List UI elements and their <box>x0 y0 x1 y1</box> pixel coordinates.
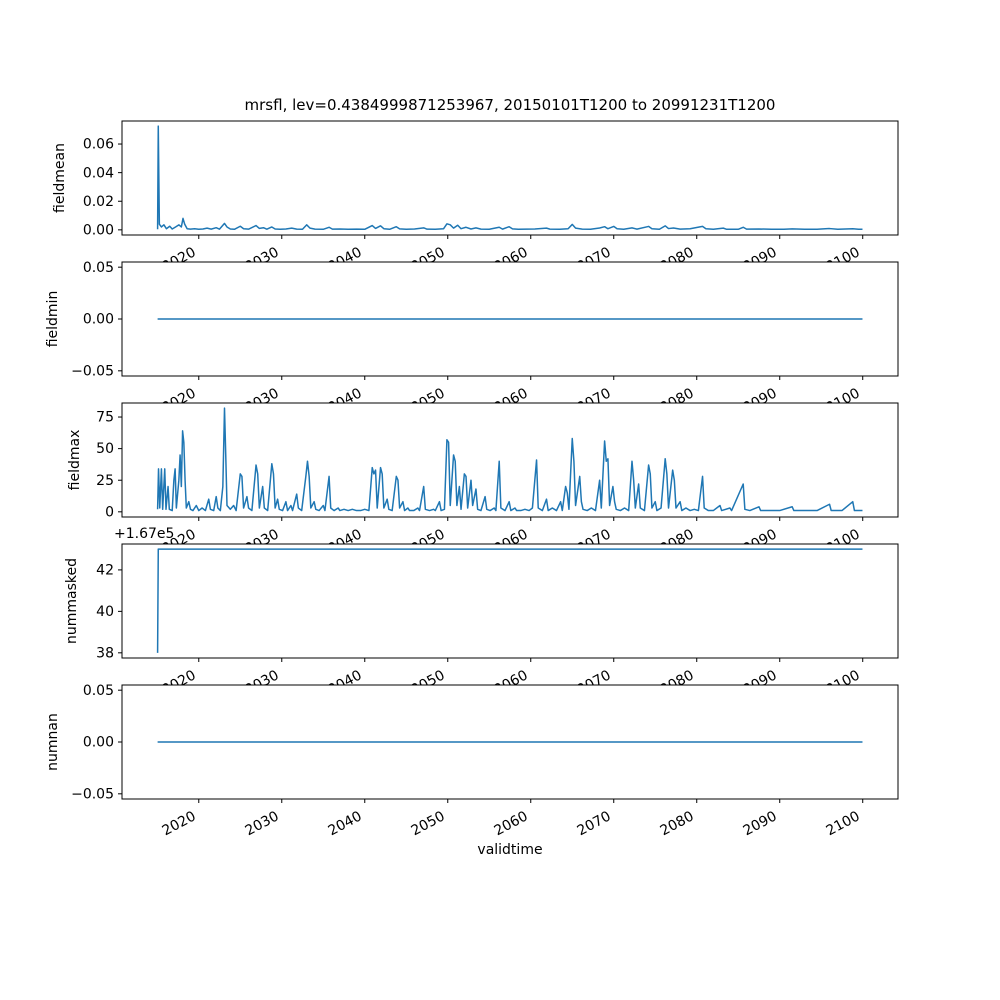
y-tick-label: 42 <box>96 563 114 579</box>
axes-frame <box>121 120 899 236</box>
x-tick-label: 2030 <box>243 808 282 839</box>
series-line-fieldmax <box>156 407 863 512</box>
y-tick-label: 0.00 <box>83 222 114 238</box>
x-tick-label: 2030 <box>243 667 282 698</box>
x-tick-label: 2080 <box>658 385 697 416</box>
axes-frame <box>121 543 899 659</box>
x-tick-label: 2090 <box>741 385 780 416</box>
x-tick-labels-clipped: 2020 2030 2040 2050 2060 2070 2080 2090 2100 <box>160 526 863 557</box>
y-tick-label: 0.02 <box>83 194 114 210</box>
y-tick-label: 0.05 <box>83 260 114 276</box>
x-tick-label: 2080 <box>658 667 697 698</box>
y-axis-label-numnan: numnan <box>45 713 61 771</box>
x-tick-labels-clipped: 2020 2030 2040 2050 2060 2070 2080 2090 2100 <box>160 244 863 275</box>
x-tick-label: 2060 <box>492 667 531 698</box>
x-tick-label: 2040 <box>326 667 365 698</box>
x-tick-label: 2070 <box>575 808 614 839</box>
x-tick-label: 2070 <box>575 385 614 416</box>
x-tick-label: 2050 <box>409 526 448 557</box>
x-tick-label: 2030 <box>243 385 282 416</box>
x-tick-label: 2060 <box>492 244 531 275</box>
x-tick-label: 2100 <box>824 385 863 416</box>
axes-frame <box>121 402 899 518</box>
x-tick-label: 2070 <box>575 526 614 557</box>
subplot-nummasked: 38 40 42 2020 2030 2040 2050 2060 2070 2080 2090 21… <box>64 526 899 698</box>
subplot-fieldmin: −0.05 0.00 0.05 2020 2030 2040 2050 2060 2070 208… <box>45 260 899 416</box>
axes-frame <box>121 684 899 800</box>
x-tick-labels-clipped: 2020 2030 2040 2050 2060 2070 2080 2090 2100 <box>160 385 863 416</box>
y-tick-label: 50 <box>96 441 114 457</box>
x-tick-label: 2100 <box>824 244 863 275</box>
x-tick-label: 2050 <box>409 808 448 839</box>
x-tick-label: 2050 <box>409 667 448 698</box>
x-tick-label: 2030 <box>243 244 282 275</box>
axes-frame <box>121 261 899 377</box>
x-tick-label: 2070 <box>575 244 614 275</box>
x-tick-label: 2020 <box>160 385 199 416</box>
chart-title: mrsfl, lev=0.4384999871253967, 20150101T… <box>244 96 776 114</box>
y-tick-label: −0.05 <box>71 786 114 802</box>
y-tick-label: 38 <box>96 645 114 661</box>
x-tick-label: 2080 <box>658 244 697 275</box>
y-axis-label-nummasked: nummasked <box>64 558 80 644</box>
y-axis-label-fieldmean: fieldmean <box>52 143 68 213</box>
x-tick-label: 2100 <box>824 667 863 698</box>
y-axis-label-fieldmin: fieldmin <box>45 291 61 348</box>
y-tick-label: 40 <box>96 604 114 620</box>
x-tick-label: 2040 <box>326 385 365 416</box>
x-tick-label: 2040 <box>326 244 365 275</box>
y-tick-label: −0.05 <box>71 363 114 379</box>
x-tick-label: 2040 <box>326 808 365 839</box>
y-tick-label: 0.06 <box>83 137 114 153</box>
subplot-fieldmean: 0.00 0.02 0.04 0.06 2020 2030 2040 2050 2060 2070… <box>52 120 899 275</box>
x-tick-labels: 2020 2030 2040 2050 2060 2070 2080 2090 2100 <box>160 808 863 839</box>
x-tick-label: 2080 <box>658 808 697 839</box>
x-tick-label: 2020 <box>160 667 199 698</box>
x-tick-label: 2030 <box>243 526 282 557</box>
x-axis-label: validtime <box>477 842 543 858</box>
y-tick-label: 75 <box>96 410 114 426</box>
y-tick-label: 0.04 <box>83 165 114 181</box>
y-tick-label: 0.05 <box>83 683 114 699</box>
series-line-nummasked <box>156 548 863 653</box>
y-tick-label: 25 <box>96 473 114 489</box>
x-tick-label: 2090 <box>741 526 780 557</box>
y-tick-label: 0.00 <box>83 735 114 751</box>
x-tick-label: 2060 <box>492 385 531 416</box>
x-tick-label: 2100 <box>824 526 863 557</box>
x-tick-label: 2090 <box>741 808 780 839</box>
x-tick-label: 2100 <box>824 808 863 839</box>
x-tick-label: 2050 <box>409 244 448 275</box>
x-tick-label: 2020 <box>160 244 199 275</box>
y-axis-offset-text: +1.67e5 <box>114 526 174 542</box>
y-axis-label-fieldmax: fieldmax <box>67 430 83 491</box>
x-tick-label: 2090 <box>741 667 780 698</box>
x-tick-label: 2070 <box>575 667 614 698</box>
x-tick-labels-clipped: 2020 2030 2040 2050 2060 2070 2080 2090 2100 <box>160 667 863 698</box>
x-tick-label: 2080 <box>658 526 697 557</box>
x-tick-label: 2020 <box>160 808 199 839</box>
x-tick-label: 2090 <box>741 244 780 275</box>
subplot-numnan: −0.05 0.00 0.05 2020 2030 2040 2050 2060 2070 208… <box>45 683 899 839</box>
x-tick-label: 2060 <box>492 526 531 557</box>
series-line-fieldmean <box>156 125 863 231</box>
y-tick-label: 0 <box>105 504 114 520</box>
x-tick-label: 2050 <box>409 385 448 416</box>
x-tick-label: 2060 <box>492 808 531 839</box>
y-tick-label: 0.00 <box>83 312 114 328</box>
x-tick-label: 2040 <box>326 526 365 557</box>
